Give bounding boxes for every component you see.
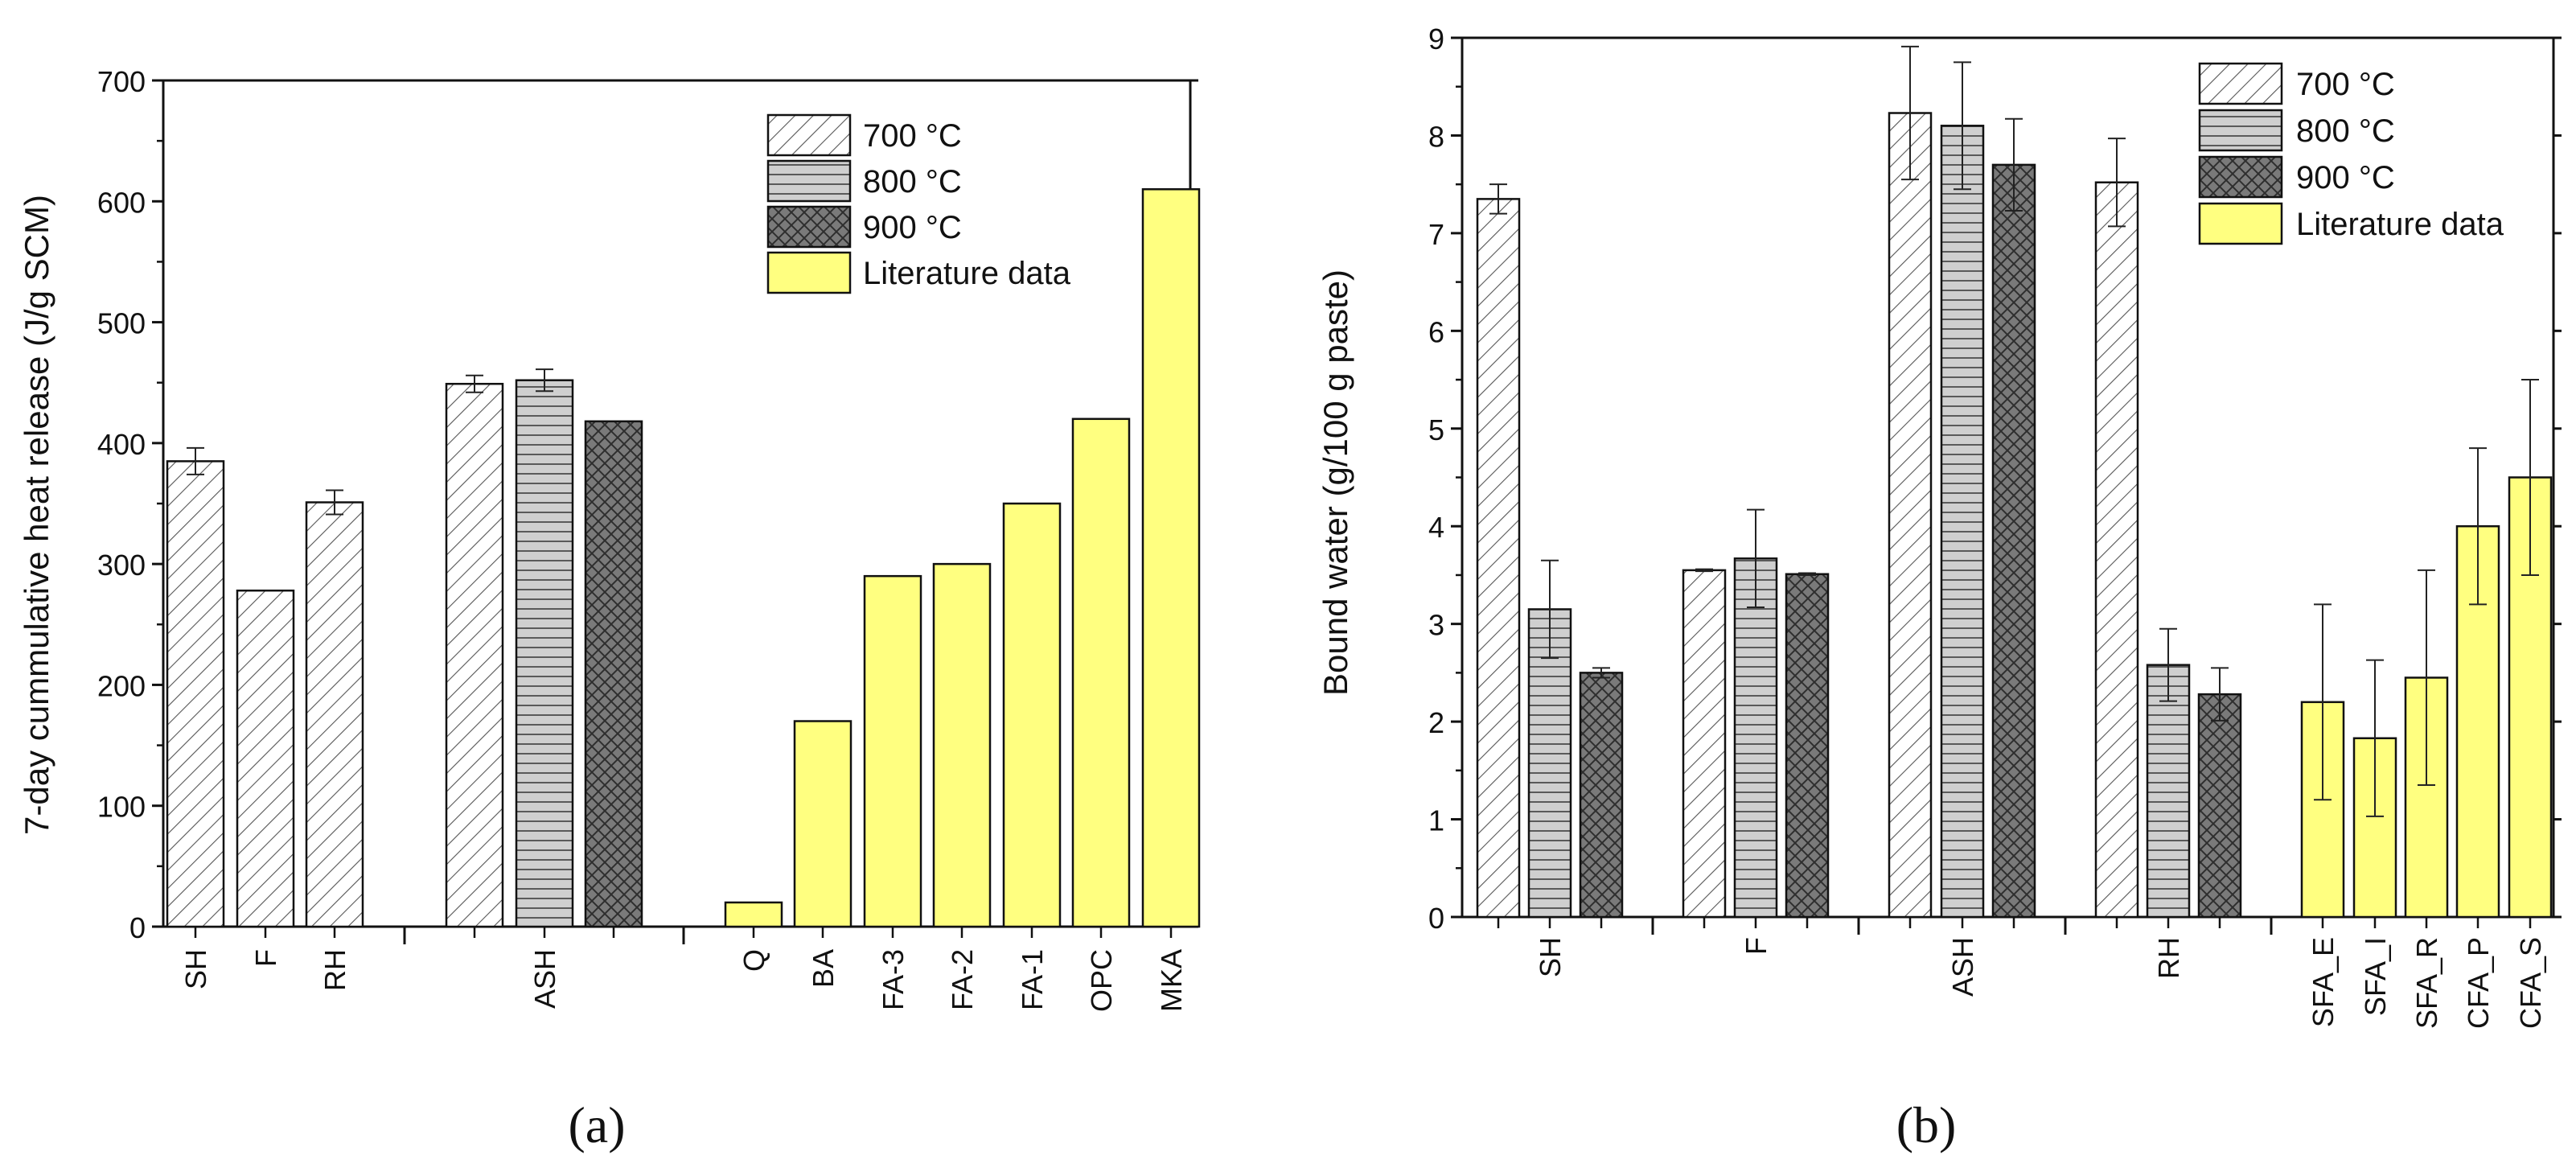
x-tick-label: Q — [737, 949, 770, 972]
bar — [2094, 181, 2139, 919]
panel-a-legend-label-700: 700 °C — [863, 118, 962, 154]
y-tick-label: 2 — [1428, 706, 1444, 739]
y-tick-label: 4 — [1428, 511, 1444, 544]
bar — [932, 562, 992, 928]
panel-a-legend-label-literature: Literature data — [863, 256, 1071, 291]
panel-b-legend-label-literature: Literature data — [2296, 207, 2504, 242]
y-tick-label: 9 — [1428, 23, 1444, 56]
panel-a-legend-swatch-900 — [766, 205, 852, 249]
bar — [1579, 672, 1624, 919]
y-tick-label: 400 — [97, 428, 146, 461]
panel-a-legend-label-800: 800 °C — [863, 164, 962, 199]
bar — [1002, 502, 1062, 928]
x-tick-label: BA — [807, 949, 840, 988]
panel-b-chart: 0 1 2 3 4 5 6 7 8 9 SFA_E SFA_I SFA_R CFA_P CFA_S SH F A… — [1317, 23, 2562, 1153]
bar — [2197, 693, 2242, 919]
y-tick-label: 300 — [97, 549, 146, 582]
x-tick-label: F — [249, 949, 282, 967]
bar — [584, 420, 643, 928]
bar — [1071, 417, 1131, 928]
panel-a-legend-swatch-700 — [766, 113, 852, 157]
y-tick-label: 600 — [97, 186, 146, 219]
y-tick-label: 5 — [1428, 413, 1444, 446]
x-group-label: ASH — [1946, 937, 1979, 997]
y-tick-label: 7 — [1428, 218, 1444, 251]
bar — [1733, 557, 1778, 919]
y-tick-label: 3 — [1428, 609, 1444, 642]
bar — [793, 720, 853, 928]
x-tick-label: FA-3 — [877, 949, 910, 1010]
x-group-label: SH — [1534, 937, 1567, 977]
x-tick-label: FA-1 — [1016, 949, 1049, 1010]
y-tick-label: 100 — [97, 791, 146, 824]
x-group-label: F — [1740, 937, 1773, 955]
x-tick-label: SFA_E — [2307, 937, 2340, 1027]
x-tick-label: FA-2 — [946, 949, 979, 1010]
panel-a-legend-label-900: 900 °C — [863, 210, 962, 245]
x-tick-label: RH — [318, 949, 351, 991]
bar — [515, 379, 574, 928]
panel-b-legend: 700 °C 800 °C 900 °C Literature data — [2198, 62, 2504, 245]
panel-a-legend: 700 °C 800 °C 900 °C Literature data — [766, 113, 1071, 294]
panel-a-legend-swatch-literature — [766, 251, 852, 294]
bar — [1991, 163, 2036, 919]
y-tick-label: 6 — [1428, 315, 1444, 348]
bar — [724, 901, 783, 928]
panel-b-label: (b) — [1896, 1096, 1957, 1153]
bar — [2146, 664, 2191, 919]
panel-b-legend-label-800: 800 °C — [2296, 113, 2395, 149]
y-tick-label: 0 — [129, 911, 146, 944]
x-tick-label: OPC — [1085, 949, 1118, 1012]
bar — [1141, 188, 1201, 928]
bar — [166, 460, 225, 928]
panel-b-legend-label-900: 900 °C — [2296, 160, 2395, 195]
panel-b-legend-swatch-literature — [2198, 202, 2283, 245]
x-tick-label: CFA_P — [2462, 937, 2495, 1029]
bar — [1476, 198, 1521, 919]
y-tick-label: 700 — [97, 65, 146, 98]
bar — [236, 589, 295, 928]
x-tick-label: SFA_R — [2410, 937, 2443, 1029]
y-tick-label: 200 — [97, 669, 146, 702]
panel-b-y-axis-title: Bound water (g/100 g paste) — [1317, 269, 1354, 696]
x-tick-label: ASH — [528, 949, 561, 1009]
y-tick-label: 500 — [97, 307, 146, 340]
bar — [1785, 573, 1830, 919]
y-tick-label: 1 — [1428, 804, 1444, 837]
panel-a-y-axis-title: 7-day cummulative heat release (J/g SCM) — [18, 195, 55, 835]
panel-a-legend-swatch-800 — [766, 159, 852, 203]
x-tick-label: SH — [179, 949, 212, 989]
bar — [1682, 569, 1727, 919]
panel-b-legend-swatch-700 — [2198, 62, 2283, 105]
panel-a-chart: 0 100 200 300 400 500 600 700 SH F RH ASH Q BA FA-3 FA… — [18, 65, 1201, 1153]
panel-b-legend-swatch-900 — [2198, 155, 2283, 199]
x-tick-label: SFA_I — [2359, 937, 2392, 1016]
x-tick-label: MKA — [1155, 949, 1188, 1012]
bar — [1940, 125, 1985, 919]
y-tick-label: 0 — [1428, 902, 1444, 935]
panel-a-label: (a) — [568, 1096, 625, 1153]
panel-b-legend-swatch-800 — [2198, 109, 2283, 152]
panel-b-legend-label-700: 700 °C — [2296, 67, 2395, 102]
x-group-label: RH — [2152, 937, 2185, 979]
y-tick-label: 8 — [1428, 120, 1444, 153]
bar — [445, 382, 504, 928]
bar — [1888, 112, 1933, 919]
x-tick-label: CFA_S — [2514, 937, 2547, 1029]
bar — [1527, 608, 1572, 919]
bar — [305, 501, 364, 928]
bar — [863, 574, 922, 928]
